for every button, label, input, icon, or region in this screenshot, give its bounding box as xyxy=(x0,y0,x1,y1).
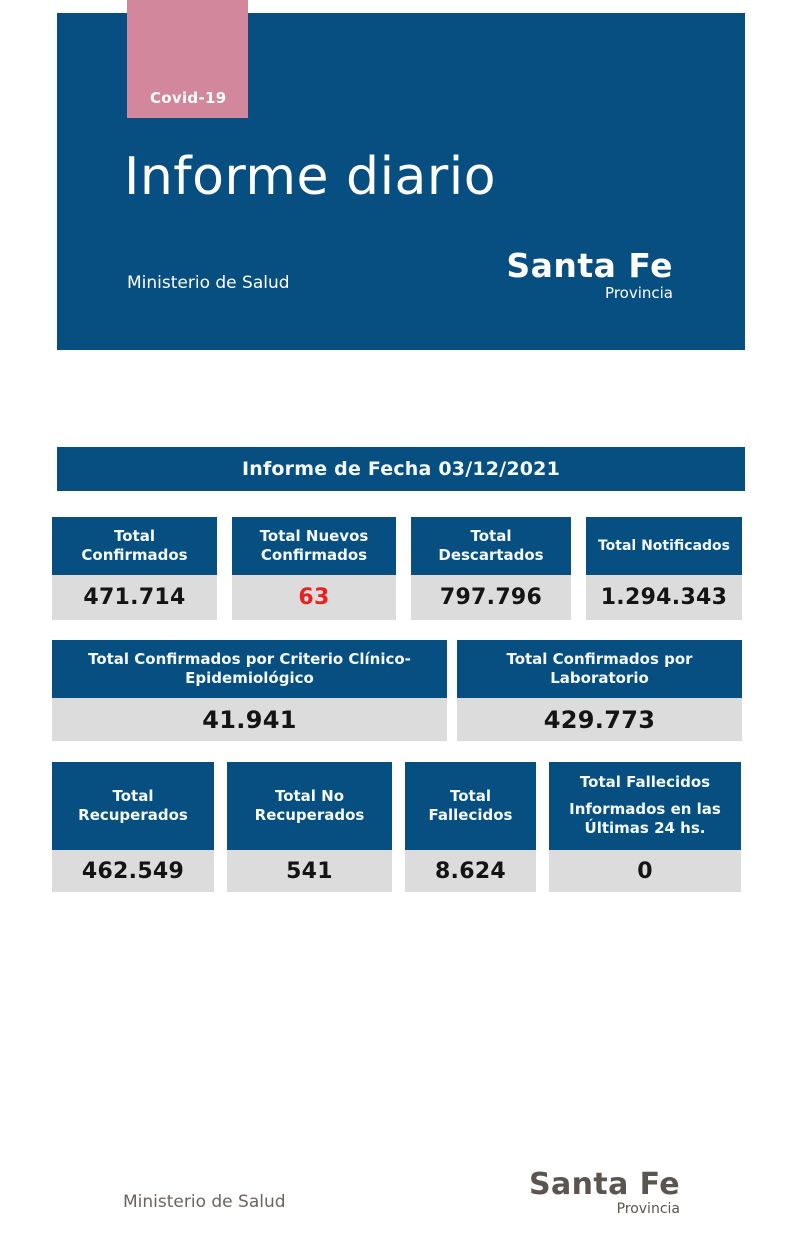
footer: Ministerio de Salud Santa Fe Provincia xyxy=(0,1168,800,1228)
footer-santafe-logo-sub: Provincia xyxy=(616,1201,680,1217)
stat-label-line1: Total Fallecidos xyxy=(579,773,711,792)
santafe-logo: Santa Fe Provincia xyxy=(506,249,673,302)
stat-card-total-confirmados: Total Confirmados 471.714 xyxy=(52,517,217,620)
header-subtitle: Ministerio de Salud xyxy=(127,273,290,293)
stat-card-total-notificados: Total Notificados 1.294.343 xyxy=(586,517,742,620)
stat-card-total-no-recuperados: Total No Recuperados 541 xyxy=(227,762,392,892)
stat-card-confirmados-laboratorio: Total Confirmados por Laboratorio 429.77… xyxy=(457,640,742,741)
stat-value: 471.714 xyxy=(52,575,217,620)
stat-label-line2: Informados en las Últimas 24 hs. xyxy=(569,799,721,838)
stat-label: Total Recuperados xyxy=(52,762,214,850)
stat-card-fallecidos-ultimas-24hs: Total Fallecidos Informados en las Últim… xyxy=(549,762,741,892)
santafe-logo-name: Santa Fe xyxy=(506,246,673,285)
stats-row-3: Total Recuperados 462.549 Total No Recup… xyxy=(52,762,741,892)
footer-ministry-label: Ministerio de Salud xyxy=(123,1192,286,1212)
stat-card-total-recuperados: Total Recuperados 462.549 xyxy=(52,762,214,892)
stat-value: 41.941 xyxy=(52,698,447,741)
stat-card-total-fallecidos: Total Fallecidos 8.624 xyxy=(405,762,536,892)
stat-label: Total Descartados xyxy=(411,517,571,575)
covid-badge: Covid-19 xyxy=(127,0,248,118)
stat-card-confirmados-criterio-clinico: Total Confirmados por Criterio Clínico-E… xyxy=(52,640,447,741)
stat-card-total-descartados: Total Descartados 797.796 xyxy=(411,517,571,620)
stat-label: Total Fallecidos xyxy=(405,762,536,850)
footer-santafe-logo: Santa Fe Provincia xyxy=(528,1167,680,1218)
stat-value: 541 xyxy=(227,850,392,892)
stat-label: Total Fallecidos Informados en las Últim… xyxy=(549,762,741,850)
stat-value: 1.294.343 xyxy=(586,575,742,620)
stat-label: Total Confirmados por Criterio Clínico-E… xyxy=(52,640,447,698)
stat-label: Total Nuevos Confirmados xyxy=(232,517,396,575)
stat-value: 8.624 xyxy=(405,850,536,892)
stats-row-2: Total Confirmados por Criterio Clínico-E… xyxy=(52,640,742,741)
stat-label: Total Confirmados xyxy=(52,517,217,575)
header-block: Covid-19 Informe diario Ministerio de Sa… xyxy=(57,0,745,350)
stat-label: Total Notificados xyxy=(586,517,742,575)
stat-value: 63 xyxy=(232,575,396,620)
santafe-logo-sub: Provincia xyxy=(605,284,673,302)
stat-label: Total No Recuperados xyxy=(227,762,392,850)
page-title: Informe diario xyxy=(124,147,497,207)
covid-badge-label: Covid-19 xyxy=(150,89,227,107)
stat-value: 797.796 xyxy=(411,575,571,620)
footer-santafe-logo-name: Santa Fe xyxy=(528,1167,680,1202)
stat-label: Total Confirmados por Laboratorio xyxy=(457,640,742,698)
stats-row-1: Total Confirmados 471.714 Total Nuevos C… xyxy=(52,517,742,620)
stat-value: 462.549 xyxy=(52,850,214,892)
date-banner-title: Informe de Fecha 03/12/2021 xyxy=(241,458,561,480)
stat-value: 429.773 xyxy=(457,698,742,741)
stat-value: 0 xyxy=(549,850,741,892)
date-banner: Informe de Fecha 03/12/2021 xyxy=(57,447,745,491)
stat-card-total-nuevos-confirmados: Total Nuevos Confirmados 63 xyxy=(232,517,396,620)
